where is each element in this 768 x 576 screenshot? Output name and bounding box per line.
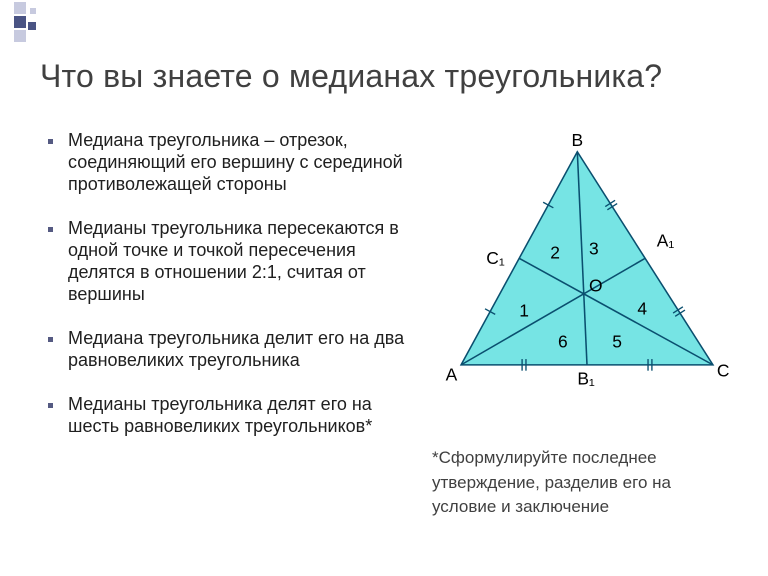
svg-text:C: C <box>717 361 730 381</box>
svg-text:3: 3 <box>589 238 599 258</box>
svg-text:O: O <box>589 275 603 295</box>
svg-text:2: 2 <box>550 242 560 262</box>
svg-text:C₁: C₁ <box>486 248 505 268</box>
svg-text:B: B <box>572 130 584 150</box>
list-item: Медианы треугольника делят его на шесть … <box>44 394 414 438</box>
svg-text:5: 5 <box>612 331 622 351</box>
corner-decoration <box>0 0 50 50</box>
triangle-diagram: A B C A₁ B₁ C₁ O 1 2 3 45 6 <box>432 128 742 408</box>
list-item: Медианы треугольника пересекаются в одно… <box>44 218 414 306</box>
svg-text:A: A <box>446 364 458 384</box>
page-title: Что вы знаете о медианах треугольника? <box>40 58 748 95</box>
footnote: *Сформулируйте последнее утверждение, ра… <box>432 446 732 520</box>
list-item: Медиана треугольника делит его на два ра… <box>44 328 414 372</box>
svg-text:4: 4 <box>637 299 647 319</box>
svg-text:B₁: B₁ <box>577 368 595 388</box>
bullet-list: Медиана треугольника – отрезок, соединяю… <box>44 130 414 459</box>
svg-text:A₁: A₁ <box>657 231 675 251</box>
svg-text:1: 1 <box>519 300 529 320</box>
list-item: Медиана треугольника – отрезок, соединяю… <box>44 130 414 196</box>
svg-text:6: 6 <box>558 331 568 351</box>
